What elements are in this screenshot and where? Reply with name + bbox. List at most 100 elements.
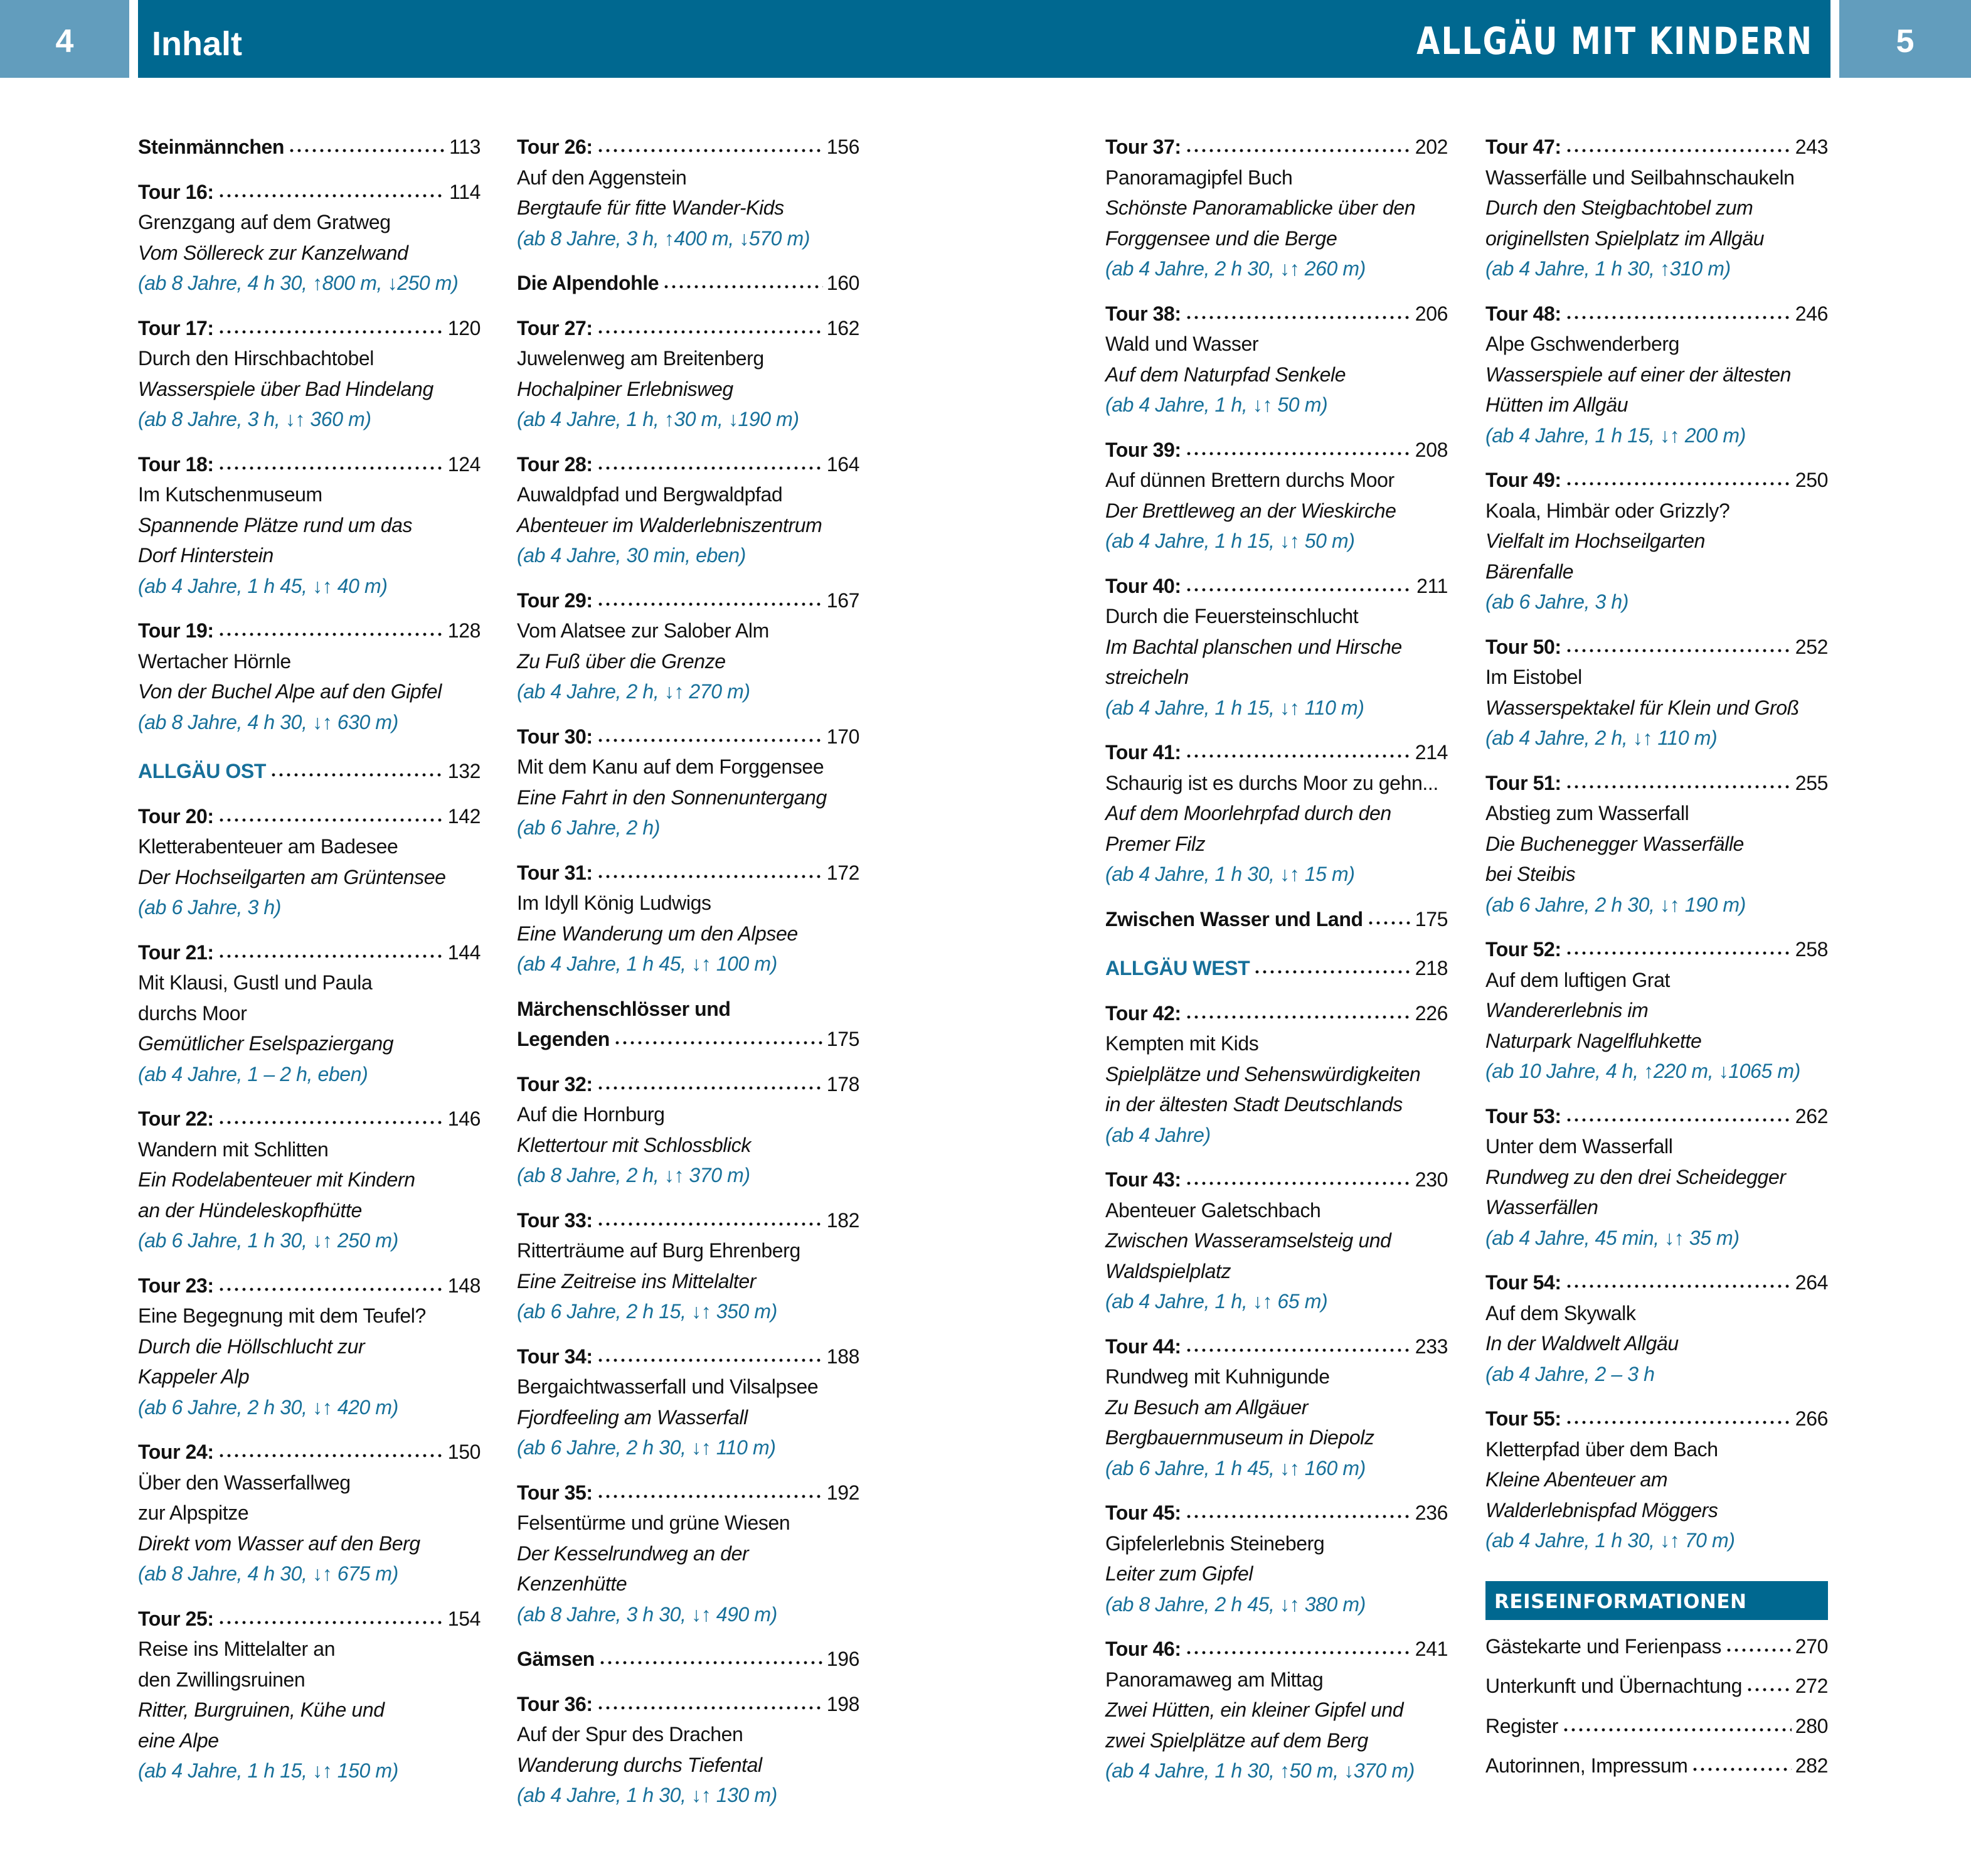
tour-subtitle: Vielfalt im Hochseilgarten Bärenfalle	[1485, 530, 1706, 583]
toc-row[interactable]: Tour 23: 148	[138, 1271, 481, 1301]
right-page-number: 5	[1839, 0, 1971, 78]
entry-label: Tour 53:	[1485, 1104, 1561, 1127]
dot-leader	[596, 873, 823, 880]
page-number: 164	[826, 452, 860, 476]
toc-row[interactable]: Tour 43: 230	[1105, 1165, 1448, 1195]
toc-row[interactable]: Tour 51: 255	[1485, 768, 1828, 799]
tour-subtitle: Zu Besuch am Allgäuer Bergbauernmuseum i…	[1105, 1395, 1374, 1449]
toc-row[interactable]: Tour 18: 124	[138, 449, 481, 480]
toc-row[interactable]: Tour 45: 236	[1105, 1498, 1448, 1528]
toc-row[interactable]: Tour 38: 206	[1105, 299, 1448, 329]
toc-row[interactable]: Tour 40: 211	[1105, 571, 1448, 602]
toc-row[interactable]: Tour 30: 170	[517, 722, 859, 752]
toc-row[interactable]: Tour 16: 114	[138, 177, 481, 208]
page-number: 150	[447, 1441, 481, 1463]
tour-subtitle: Spannende Plätze rund um das Dorf Hinter…	[138, 513, 413, 567]
tour-entry: Tour 35: 192 Felsentürme und grüne Wiesen D…	[517, 1478, 859, 1630]
tour-info: (ab 4 Jahre, 1 h 15, ↓↑ 200 m)	[1485, 424, 1746, 447]
tour-title: Grenzgang auf dem Gratweg	[138, 211, 391, 233]
dot-leader	[1184, 586, 1413, 593]
page-number: 206	[1415, 302, 1448, 325]
toc-row[interactable]: Tour 46: 241	[1105, 1634, 1448, 1665]
tour-subtitle: Fjordfeeling am Wasserfall	[517, 1405, 748, 1429]
toc-row[interactable]: Autorinnen, Impressum 282	[1485, 1751, 1828, 1781]
toc-row[interactable]: Tour 34: 188	[517, 1341, 859, 1372]
toc-row[interactable]: Tour 33: 182	[517, 1205, 859, 1236]
toc-row[interactable]: Register 280	[1485, 1711, 1828, 1742]
tour-info: (ab 6 Jahre, 2 h 15, ↓↑ 350 m)	[517, 1300, 777, 1323]
toc-row[interactable]: Tour 21: 144	[138, 937, 481, 968]
toc-row[interactable]: Tour 37: 202	[1105, 132, 1448, 163]
entry-label: Tour 43:	[1105, 1168, 1181, 1191]
toc-row[interactable]: Tour 19: 128	[138, 616, 481, 646]
tour-subtitle: Hochalpiner Erlebnisweg	[517, 377, 733, 400]
tour-subtitle: Direkt vom Wasser auf den Berg	[138, 1532, 420, 1555]
dot-leader	[596, 147, 823, 154]
toc-row[interactable]: Tour 28: 164	[517, 449, 859, 480]
tour-info: (ab 6 Jahre, 2 h 30, ↓↑ 190 m)	[1485, 893, 1746, 916]
toc-row[interactable]: Tour 41: 214	[1105, 737, 1448, 768]
entry-label: Tour 47:	[1485, 136, 1561, 158]
toc-row[interactable]: Unterkunft und Übernachtung 272	[1485, 1671, 1828, 1702]
toc-row[interactable]: Tour 54: 264	[1485, 1267, 1828, 1298]
tour-info: (ab 4 Jahre, 1 h 30, ↑310 m)	[1485, 257, 1731, 280]
toc-row[interactable]: Tour 27: 162	[517, 313, 859, 344]
tour-title: Felsentürme und grüne Wiesen	[517, 1511, 790, 1534]
tour-entry: Tour 51: 255 Abstieg zum Wasserfall Die Buc…	[1485, 768, 1828, 920]
entry-label: Tour 46:	[1105, 1638, 1181, 1660]
entry-label: Tour 41:	[1105, 741, 1181, 764]
toc-row[interactable]: Tour 50: 252	[1485, 632, 1828, 663]
toc-row[interactable]: Tour 44: 233	[1105, 1331, 1448, 1362]
toc-row[interactable]: Tour 39: 208	[1105, 435, 1448, 466]
toc-row[interactable]: Die Alpendohle 160	[517, 268, 859, 299]
page-number: 148	[447, 1274, 481, 1297]
page-number: 124	[447, 452, 481, 476]
entry-label: Tour 24:	[138, 1441, 214, 1463]
toc-row[interactable]: Tour 20: 142	[138, 801, 481, 832]
tour-title: Vom Alatsee zur Salober Alm	[517, 619, 769, 642]
tour-subtitle: Die Buchenegger Wasserfälle bei Steibis	[1485, 832, 1744, 886]
tour-entry: Tour 16: 114 Grenzgang auf dem Gratweg Vom …	[138, 177, 481, 299]
toc-row[interactable]: Tour 35: 192	[517, 1478, 859, 1508]
tour-title: Wald und Wasser	[1105, 333, 1259, 355]
toc-row[interactable]: Legenden 175	[517, 1024, 859, 1055]
toc-row[interactable]: Tour 36: 198	[517, 1689, 859, 1720]
toc-row[interactable]: Tour 48: 246	[1485, 299, 1828, 329]
entry-label: Tour 39:	[1105, 438, 1181, 461]
tour-subtitle: Ritter, Burgruinen, Kühe und eine Alpe	[138, 1698, 385, 1752]
toc-row[interactable]: Tour 55: 266	[1485, 1404, 1828, 1434]
page-number: 252	[1795, 635, 1829, 658]
toc-row[interactable]: Tour 31: 172	[517, 858, 859, 888]
toc-row[interactable]: Tour 32: 178	[517, 1069, 859, 1100]
page-number: 146	[447, 1107, 481, 1130]
tour-entry: Tour 42: 226 Kempten mit Kids Spielplätze u…	[1105, 998, 1448, 1151]
toc-row[interactable]: Tour 52: 258	[1485, 934, 1828, 965]
toc-row[interactable]: Tour 29: 167	[517, 585, 859, 616]
toc-row[interactable]: Tour 17: 120	[138, 313, 481, 344]
dot-leader	[1746, 1687, 1792, 1693]
toc-row[interactable]: Tour 22: 146	[138, 1104, 481, 1134]
toc-row[interactable]: Gästekarte und Ferienpass 270	[1485, 1631, 1828, 1662]
tour-subtitle: Von der Buchel Alpe auf den Gipfel	[138, 680, 442, 703]
tour-info: (ab 8 Jahre, 3 h, ↑400 m, ↓570 m)	[517, 227, 810, 250]
toc-row[interactable]: Steinmännchen 113	[138, 132, 481, 163]
dot-leader	[1184, 1513, 1411, 1520]
toc-row[interactable]: ALLGÄU WEST 218	[1105, 953, 1448, 984]
tour-title: Mit dem Kanu auf dem Forggensee	[517, 755, 824, 778]
toc-row[interactable]: Tour 26: 156	[517, 132, 859, 163]
toc-row[interactable]: Tour 24: 150	[138, 1437, 481, 1468]
toc-row[interactable]: Tour 25: 154	[138, 1604, 481, 1634]
tour-subtitle: Schönste Panoramablicke über den Forggen…	[1105, 196, 1416, 250]
dot-leader	[1184, 1346, 1411, 1353]
toc-row[interactable]: Tour 47: 243	[1485, 132, 1828, 163]
toc-row[interactable]: Gämsen 196	[517, 1644, 859, 1675]
toc-row[interactable]: Tour 42: 226	[1105, 998, 1448, 1029]
toc-row[interactable]: ALLGÄU OST 132	[138, 756, 481, 787]
tour-subtitle: Im Bachtal planschen und Hirsche streich…	[1105, 635, 1402, 689]
toc-row[interactable]: Tour 53: 262	[1485, 1101, 1828, 1132]
tour-info: (ab 8 Jahre, 2 h, ↓↑ 370 m)	[517, 1164, 750, 1186]
toc-row[interactable]: Zwischen Wasser und Land 175	[1105, 904, 1448, 935]
toc-row[interactable]: Tour 49: 250	[1485, 465, 1828, 496]
tour-entry: Tour 54: 264 Auf dem Skywalk In der Waldwel…	[1485, 1267, 1828, 1389]
tour-subtitle: Wasserspiele auf einer der ältesten Hütt…	[1485, 363, 1792, 417]
